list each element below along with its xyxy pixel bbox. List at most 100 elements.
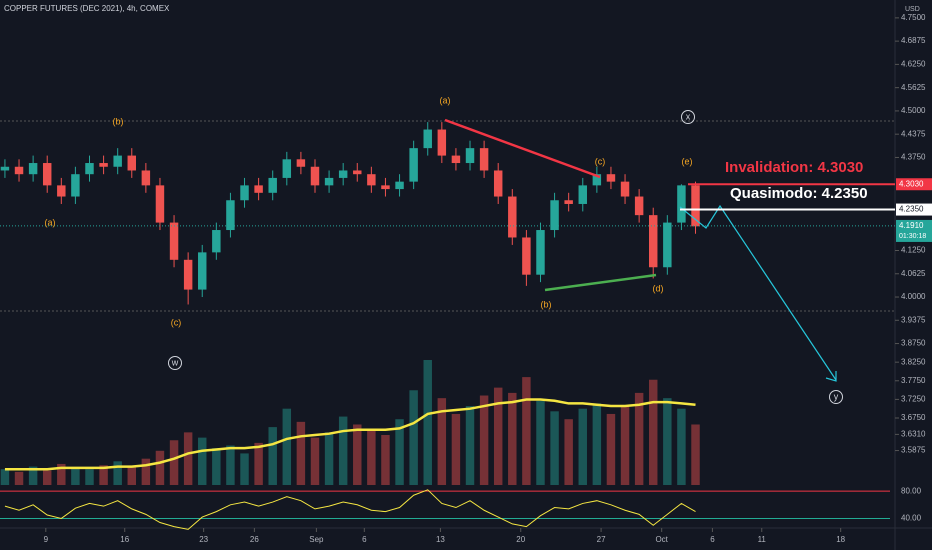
candle-body xyxy=(198,252,207,290)
candle-body xyxy=(578,185,587,204)
y-tick-label: 4.4375 xyxy=(901,129,926,138)
volume-bar xyxy=(353,424,362,485)
volume-bar xyxy=(338,416,348,485)
price-tag xyxy=(896,178,932,191)
x-tick-label: 26 xyxy=(250,535,259,544)
candle-body xyxy=(634,196,644,216)
volume-bar xyxy=(649,379,658,485)
volume-bar xyxy=(691,424,700,485)
y-tick-label: 3.9375 xyxy=(901,315,926,324)
wave-label: x xyxy=(686,111,691,121)
y-tick-label: 4.3750 xyxy=(901,153,926,162)
volume-bar xyxy=(663,398,672,485)
candle-body xyxy=(57,185,66,197)
wave-label: y xyxy=(834,391,839,401)
volume-bar xyxy=(508,392,517,485)
candle-body xyxy=(367,174,376,186)
wave-circle xyxy=(829,390,843,404)
wave-circle xyxy=(168,356,182,370)
candle-body xyxy=(691,185,700,227)
chart-title: COPPER FUTURES (DEC 2021), 4h, COMEX xyxy=(4,4,170,13)
y-tick-label: 4.6250 xyxy=(901,60,926,69)
candle-body xyxy=(409,148,418,182)
price-tag-label: 4.1910 xyxy=(899,221,924,230)
volume-bar xyxy=(324,432,334,485)
candle-body xyxy=(381,185,390,190)
volume-bar xyxy=(212,448,221,485)
rsi-tick-label: 40.00 xyxy=(901,514,922,523)
candle-body xyxy=(508,196,517,238)
level-label: Quasimodo: 4.2350 xyxy=(730,185,868,202)
volume-bar xyxy=(71,467,80,485)
candle-body xyxy=(42,163,52,186)
volume-bar xyxy=(522,377,531,485)
volume-bar xyxy=(155,450,165,485)
volume-bar xyxy=(367,429,376,485)
volume-bar xyxy=(310,437,320,485)
volume-bar xyxy=(282,408,292,485)
price-tag-label: 4.3030 xyxy=(899,179,924,188)
candle-body xyxy=(677,185,686,223)
y-tick-label: 3.5875 xyxy=(901,446,926,455)
volume-bar xyxy=(479,395,489,485)
volume-bar xyxy=(268,427,277,485)
volume-bar xyxy=(42,470,52,485)
wave-label: (b) xyxy=(541,299,552,309)
volume-bar xyxy=(85,469,94,485)
volume-bar xyxy=(634,392,644,485)
volume-bar xyxy=(99,465,108,485)
y-tick-label: 3.7250 xyxy=(901,394,926,403)
candle-body xyxy=(296,159,306,167)
candle-body xyxy=(282,159,292,178)
volume-bar xyxy=(423,360,432,485)
candle-body xyxy=(169,222,179,260)
y-tick-label: 3.8750 xyxy=(901,339,926,348)
volume-bar xyxy=(183,432,193,485)
candle-body xyxy=(127,155,137,171)
candle-body xyxy=(240,185,249,201)
candle-body xyxy=(564,200,573,204)
volume-bar xyxy=(536,400,545,485)
volume-bar xyxy=(592,403,602,485)
candle-body xyxy=(493,170,503,197)
x-tick-label: 11 xyxy=(758,535,767,544)
candle-body xyxy=(71,174,80,197)
volume-bar xyxy=(564,419,573,485)
projection-arrow xyxy=(825,371,837,382)
candle-body xyxy=(550,200,559,231)
y-tick-label: 4.6875 xyxy=(901,36,926,45)
candle-body xyxy=(254,185,263,193)
candle-body xyxy=(155,185,165,223)
volume-bar xyxy=(606,413,616,485)
x-tick-label: 13 xyxy=(436,535,445,544)
candle-body xyxy=(479,148,489,171)
volume-bar xyxy=(141,458,151,485)
wave-label: (b) xyxy=(113,116,124,126)
x-tick-label: Oct xyxy=(655,535,668,544)
volume-bar xyxy=(465,406,475,485)
candle-body xyxy=(183,259,193,290)
volume-bar xyxy=(550,411,559,485)
candle-body xyxy=(338,170,348,178)
wave-label: (e) xyxy=(682,156,693,166)
volume-bar xyxy=(578,408,587,485)
y-tick-label: 4.5625 xyxy=(901,83,926,92)
volume-bar xyxy=(14,471,24,485)
countdown: 01:30:18 xyxy=(899,233,926,240)
price-tag-label: 4.2350 xyxy=(899,205,924,214)
volume-bar xyxy=(127,466,137,485)
candle-body xyxy=(465,148,475,164)
volume-bar xyxy=(240,453,249,485)
volume-bar xyxy=(395,419,404,485)
volume-ma xyxy=(4,398,696,471)
candle-body xyxy=(592,174,602,186)
rsi-line xyxy=(4,489,696,530)
y-tick-label: 4.1250 xyxy=(901,246,926,255)
x-tick-label: Sep xyxy=(309,535,324,544)
y-tick-label: 3.6310 xyxy=(901,429,926,438)
x-tick-label: 6 xyxy=(362,535,367,544)
x-tick-label: 27 xyxy=(597,535,606,544)
